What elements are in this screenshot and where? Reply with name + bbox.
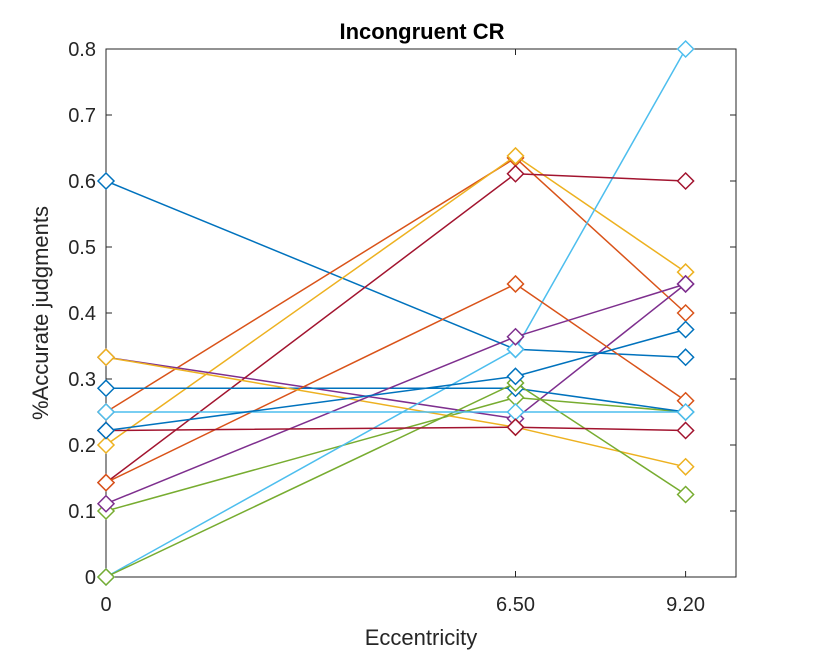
series-group (96, 39, 695, 587)
data-point-marker (506, 146, 525, 165)
y-tick-label: 0.1 (68, 501, 96, 523)
data-point-marker (96, 348, 116, 367)
series-2 (96, 148, 695, 422)
series-5 (96, 388, 695, 521)
data-point-marker (506, 164, 525, 183)
series-line (105, 156, 687, 413)
x-tick-label: 6.50 (496, 594, 535, 616)
chart-title: Incongruent CR (340, 19, 505, 44)
series-line (105, 48, 687, 578)
x-axis-label: Eccentricity (365, 625, 477, 650)
y-tick-label: 0.2 (68, 435, 96, 457)
data-point-marker (676, 348, 695, 367)
series-15 (96, 320, 695, 440)
y-tick-label: 0.7 (68, 105, 96, 127)
y-tick-label: 0.4 (68, 303, 96, 325)
y-tick-label: 0.5 (68, 237, 96, 259)
data-point-marker (96, 494, 116, 513)
y-axis-label: %Accurate judgments (28, 206, 53, 420)
data-point-marker (96, 473, 116, 492)
data-point-marker (676, 457, 695, 476)
plot-area: 0 0.1 0.2 0.3 0.4 0.5 0.6 0.7 0.8 0 6.50 9.20 (68, 39, 737, 616)
data-point-marker (96, 567, 116, 587)
data-point-marker (506, 274, 525, 294)
data-point-marker (96, 421, 116, 440)
series-9 (96, 274, 695, 492)
data-point-marker (506, 367, 525, 386)
series-line (105, 283, 686, 505)
series-11 (96, 274, 695, 513)
data-point-marker (96, 171, 116, 191)
series-3 (96, 146, 695, 455)
data-point-marker (676, 320, 695, 339)
x-tick-label: 9.20 (666, 594, 705, 616)
series-line (105, 180, 686, 358)
data-point-marker (506, 340, 525, 359)
y-axis: 0 0.1 0.2 0.3 0.4 0.5 0.6 0.7 0.8 (68, 39, 736, 589)
data-point-marker (676, 402, 695, 422)
series-6 (96, 39, 695, 587)
data-point-marker (676, 421, 695, 440)
x-axis: 0 6.50 9.20 (100, 49, 705, 616)
data-point-marker (676, 485, 695, 504)
data-point-marker (676, 171, 695, 191)
series-line (105, 283, 687, 420)
data-point-marker (96, 435, 116, 455)
series-line (105, 172, 686, 484)
y-tick-label: 0.8 (68, 39, 96, 61)
series-line (105, 396, 686, 512)
data-point-marker (676, 39, 695, 59)
data-point-marker (96, 402, 116, 422)
x-tick-label: 0 (100, 594, 111, 616)
data-point-marker (506, 327, 525, 346)
data-point-marker (676, 274, 695, 294)
y-tick-label: 0.3 (68, 369, 96, 391)
y-tick-label: 0.6 (68, 171, 96, 193)
y-tick-label: 0 (85, 567, 96, 589)
data-point-marker (96, 379, 116, 398)
series-1 (96, 171, 695, 367)
data-point-marker (506, 418, 525, 437)
